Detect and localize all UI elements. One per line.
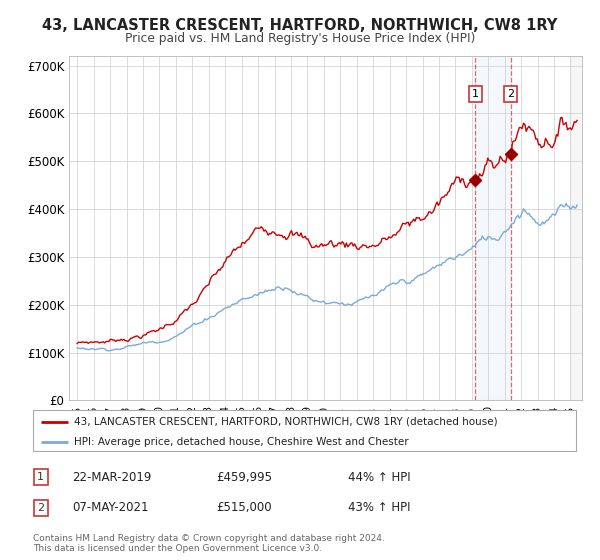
- Text: 1: 1: [37, 472, 44, 482]
- Bar: [475, 56, 511, 400]
- Text: HPI: Average price, detached house, Cheshire West and Chester: HPI: Average price, detached house, Ches…: [74, 437, 409, 447]
- Text: Contains HM Land Registry data © Crown copyright and database right 2024.
This d: Contains HM Land Registry data © Crown c…: [33, 534, 385, 553]
- Text: £515,000: £515,000: [216, 501, 272, 515]
- Text: 43% ↑ HPI: 43% ↑ HPI: [348, 501, 410, 515]
- Text: 1: 1: [472, 89, 479, 99]
- Text: 22-MAR-2019: 22-MAR-2019: [72, 470, 151, 484]
- Bar: [571, 56, 587, 400]
- Text: 43, LANCASTER CRESCENT, HARTFORD, NORTHWICH, CW8 1RY: 43, LANCASTER CRESCENT, HARTFORD, NORTHW…: [43, 18, 557, 33]
- Text: 2: 2: [507, 89, 514, 99]
- Text: 43, LANCASTER CRESCENT, HARTFORD, NORTHWICH, CW8 1RY (detached house): 43, LANCASTER CRESCENT, HARTFORD, NORTHW…: [74, 417, 497, 427]
- Text: 07-MAY-2021: 07-MAY-2021: [72, 501, 149, 515]
- Text: 2: 2: [37, 503, 44, 513]
- Text: 44% ↑ HPI: 44% ↑ HPI: [348, 470, 410, 484]
- Text: Price paid vs. HM Land Registry's House Price Index (HPI): Price paid vs. HM Land Registry's House …: [125, 32, 475, 45]
- Text: £459,995: £459,995: [216, 470, 272, 484]
